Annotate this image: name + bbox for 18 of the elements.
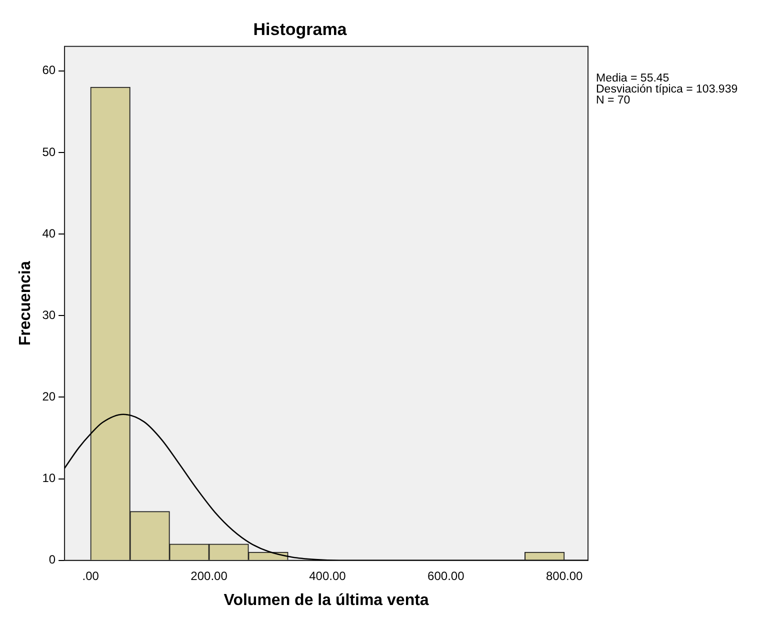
- x-tick-label: .00: [82, 568, 100, 583]
- x-tick-label: 400.00: [309, 568, 346, 583]
- x-axis-title: Volumen de la última venta: [224, 592, 429, 609]
- text: Media = 55.45: [596, 72, 670, 84]
- y-tick-label: 50: [42, 144, 56, 159]
- y-tick-label: 40: [42, 226, 56, 240]
- y-tick-label: 20: [42, 390, 56, 404]
- y-tick-label: 0: [48, 552, 56, 567]
- y-axis-title: Frecuencia: [17, 261, 34, 346]
- x-tick-label: 200.00: [190, 568, 228, 583]
- text: N = 70: [596, 94, 630, 106]
- chart-title: Histograma: [253, 20, 348, 39]
- y-tick-label: 30: [42, 308, 56, 322]
- x-tick-label: 600.00: [428, 568, 465, 583]
- text: Desviación típica = 103.939: [596, 83, 738, 96]
- y-tick-label: 60: [42, 63, 56, 78]
- x-tick-label: 800.00: [546, 568, 583, 583]
- y-tick-label: 10: [42, 471, 56, 486]
